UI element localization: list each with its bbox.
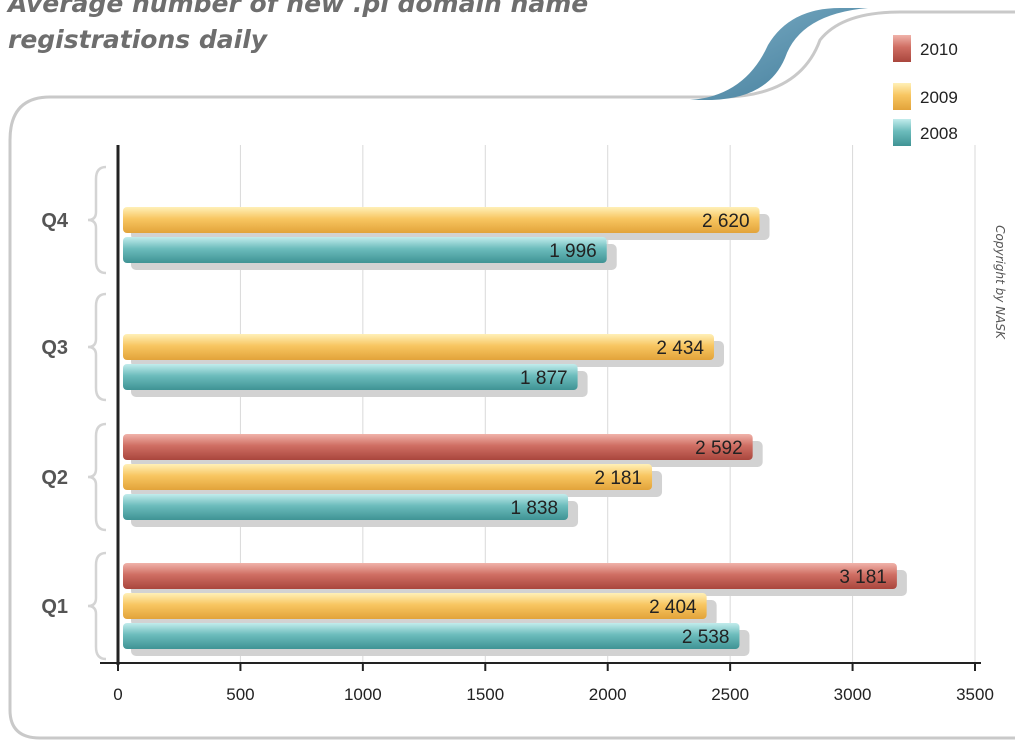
decorative-swoosh [690, 8, 868, 100]
data-label: 2 434 [656, 338, 704, 359]
data-label: 1 877 [520, 368, 568, 389]
data-label: 3 181 [839, 567, 887, 588]
legend-label-2009: 2009 [920, 88, 958, 107]
chart-title: Average number of new .pl domain name re… [8, 0, 589, 54]
category-label: Q2 [41, 467, 68, 489]
bar-2010-Q1 [123, 563, 897, 589]
group-brace [87, 292, 107, 402]
bar-2010-Q2 [123, 434, 753, 460]
data-label: 2 404 [649, 597, 697, 618]
bar-2009-Q3 [123, 334, 714, 360]
bar-2008-Q4 [123, 237, 607, 263]
chart-frame [50, 10, 1015, 99]
x-tick-label: 3500 [956, 685, 994, 704]
x-tick-label: 1500 [466, 685, 504, 704]
bar-2009-Q2 [123, 464, 653, 490]
x-tick-label: 0 [113, 685, 122, 704]
data-label: 2 592 [695, 438, 743, 459]
copyright-text: Copyright by NASK [993, 225, 1007, 339]
data-label: 2 538 [682, 627, 730, 648]
legend-swatch-2008 [893, 119, 911, 146]
category-label: Q3 [41, 337, 68, 359]
data-label: 2 181 [594, 468, 642, 489]
group-brace [87, 551, 107, 661]
x-tick-label: 3000 [834, 685, 872, 704]
bar-2009-Q4 [123, 207, 760, 233]
x-tick-label: 2500 [711, 685, 749, 704]
data-label: 1 838 [511, 498, 559, 519]
data-label: 2 620 [702, 211, 750, 232]
x-tick-label: 1000 [344, 685, 382, 704]
legend-label-2008: 2008 [920, 124, 958, 143]
bar-2008-Q2 [123, 494, 569, 520]
category-label: Q4 [41, 210, 69, 232]
group-brace [87, 165, 107, 275]
bar-2008-Q3 [123, 364, 578, 390]
bar-2008-Q1 [123, 623, 740, 649]
chart-frame-left [8, 95, 1015, 740]
category-label: Q1 [41, 596, 68, 618]
legend-swatch-2010 [893, 35, 911, 62]
bar-2009-Q1 [123, 593, 707, 619]
data-label: 1 996 [549, 241, 597, 262]
legend-label-2010: 2010 [920, 40, 958, 59]
group-brace [87, 422, 107, 532]
x-tick-label: 500 [226, 685, 254, 704]
x-tick-label: 2000 [589, 685, 627, 704]
legend-swatch-2009 [893, 83, 911, 110]
